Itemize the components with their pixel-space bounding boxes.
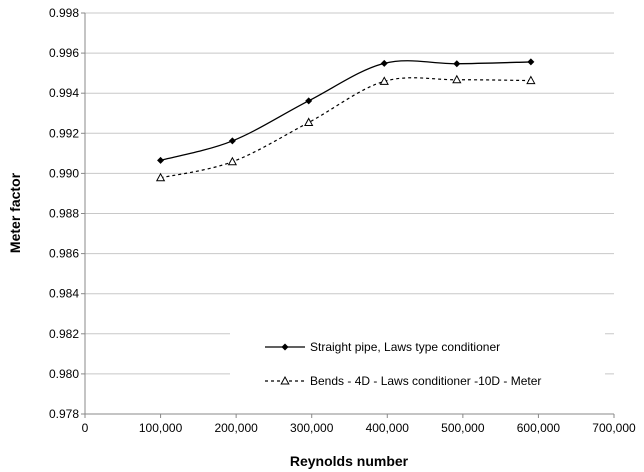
legend-background xyxy=(230,330,605,392)
x-tick-label: 300,000 xyxy=(290,421,334,435)
data-point xyxy=(227,156,238,166)
x-tick-label: 700,000 xyxy=(592,421,636,435)
x-tick-label: 500,000 xyxy=(441,421,485,435)
x-tick-label: 200,000 xyxy=(214,421,258,435)
series-line xyxy=(160,77,531,179)
x-tick-label: 0 xyxy=(82,421,89,435)
series-2 xyxy=(155,74,536,182)
y-tick-label: 0.990 xyxy=(49,166,79,180)
legend-marker xyxy=(281,343,289,351)
y-tick-label: 0.998 xyxy=(49,6,79,20)
y-tick-label: 0.988 xyxy=(49,207,79,221)
data-point xyxy=(527,58,535,66)
y-tick-label: 0.982 xyxy=(49,327,79,341)
data-point xyxy=(305,97,313,105)
gridlines xyxy=(85,12,614,415)
y-tick-labels: 0.978 0.980 0.982 0.984 0.986 0.988 0.990 0.992… xyxy=(49,6,79,421)
axes xyxy=(81,12,615,418)
y-tick-label: 0.994 xyxy=(49,86,79,100)
series-1 xyxy=(157,58,535,164)
x-tick-label: 100,000 xyxy=(139,421,183,435)
data-point xyxy=(157,156,165,164)
x-tick-label: 400,000 xyxy=(366,421,410,435)
y-tick-label: 0.986 xyxy=(49,247,79,261)
y-axis-title: Meter factor xyxy=(7,172,23,253)
series-line xyxy=(160,60,531,161)
x-tick-labels: 0 100,000 200,000 300,000 400,000 500,000 600,… xyxy=(82,421,636,435)
data-point xyxy=(453,60,461,68)
y-tick-label: 0.984 xyxy=(49,287,79,301)
data-point xyxy=(452,74,462,84)
plot-series xyxy=(155,58,536,182)
data-point xyxy=(526,75,536,85)
data-point xyxy=(155,172,166,182)
y-tick-label: 0.978 xyxy=(49,407,79,421)
data-point xyxy=(304,117,314,126)
x-axis-title: Reynolds number xyxy=(290,453,409,469)
x-tick-label: 600,000 xyxy=(517,421,561,435)
legend: Straight pipe, Laws type conditioner Bend… xyxy=(230,330,605,392)
legend-marker xyxy=(280,375,290,385)
data-point xyxy=(380,59,388,67)
y-tick-label: 0.980 xyxy=(49,367,79,381)
legend-label: Bends - 4D - Laws conditioner -10D - Met… xyxy=(310,374,541,388)
legend-label: Straight pipe, Laws type conditioner xyxy=(310,340,500,354)
data-point xyxy=(228,137,236,145)
data-point xyxy=(379,76,389,85)
y-tick-label: 0.996 xyxy=(49,46,79,60)
y-tick-label: 0.992 xyxy=(49,126,79,140)
